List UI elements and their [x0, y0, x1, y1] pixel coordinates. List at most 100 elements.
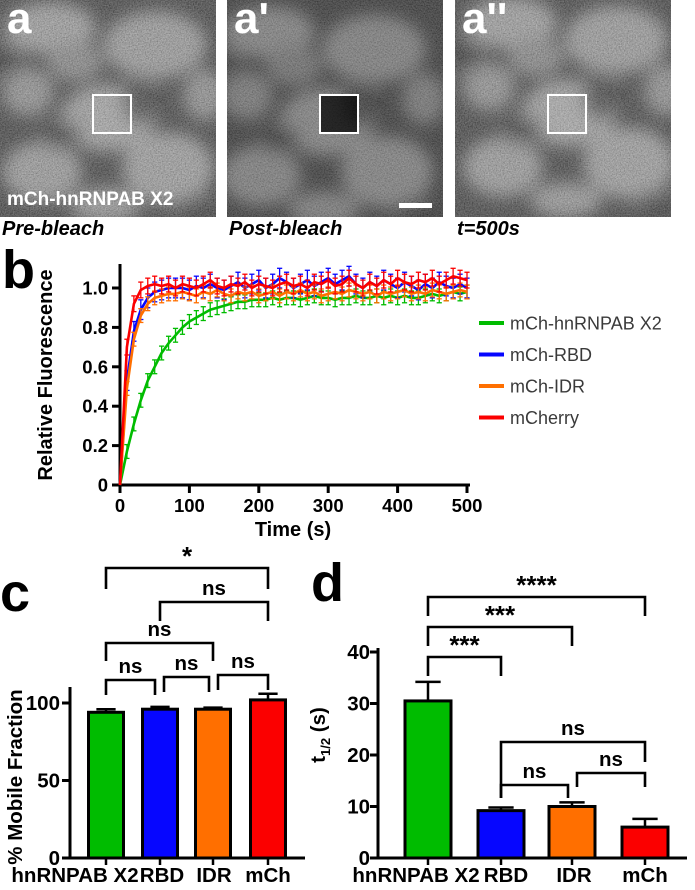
svg-text:200: 200 [243, 495, 274, 516]
bar-hnRNPAB X2 [403, 680, 453, 865]
sig-bracket-RBD-mCh: ns [158, 577, 270, 621]
category-label: RBD [140, 864, 184, 887]
svg-text:Relative Fluorescence: Relative Fluorescence [35, 269, 57, 480]
category-label: RBD [484, 864, 528, 887]
svg-text:mCh-IDR: mCh-IDR [510, 377, 585, 397]
svg-text:0.2: 0.2 [82, 435, 108, 456]
series-mCh-IDR [118, 282, 470, 486]
panel-letter-c: c [0, 563, 31, 623]
svg-text:0: 0 [115, 495, 125, 516]
sig-bracket-hnRNPAB X2-RBD: ns [104, 655, 157, 695]
roi-box [92, 94, 132, 134]
sig-bracket-hnRNPAB X2-IDR: *** [426, 600, 574, 646]
microscopy-image-prebleach [0, 0, 216, 217]
sig-label: ns [202, 577, 226, 600]
svg-text:Time (s): Time (s) [255, 519, 331, 541]
category-label: hnRNPAB X2 [352, 864, 479, 887]
sig-bracket-IDR-mCh: ns [575, 748, 647, 787]
y-axis-title: % Mobile Fraction [4, 689, 27, 864]
svg-text:10: 10 [347, 796, 370, 819]
sig-bracket-RBD-IDR: ns [162, 652, 211, 692]
sig-label: * [182, 545, 193, 571]
svg-text:400: 400 [382, 495, 413, 516]
svg-text:20: 20 [347, 744, 370, 767]
svg-text:mCh-hnRNPAB X2: mCh-hnRNPAB X2 [510, 314, 662, 334]
bar-RBD [141, 705, 179, 865]
roi-recovered-fill [548, 95, 586, 133]
y-axis-title: t1/2 (s) [307, 707, 333, 763]
panel-letter-a: a [7, 0, 32, 43]
panel-letter-b: b [2, 240, 35, 300]
legend-item-mCh-hnRNPAB X2: mCh-hnRNPAB X2 [479, 314, 662, 334]
sig-label: **** [516, 570, 557, 600]
roi-fill [93, 95, 131, 133]
svg-text:30: 30 [347, 693, 370, 716]
sig-label: ns [523, 760, 547, 783]
svg-text:mCh-RBD: mCh-RBD [510, 345, 592, 365]
sig-label: ns [561, 717, 585, 740]
caption-prebleach: Pre-bleach [2, 218, 105, 240]
axes [112, 264, 470, 493]
caption-postbleach: Post-bleach [229, 218, 343, 240]
bar-mCh [620, 817, 670, 865]
legend-item-mCh-IDR: mCh-IDR [479, 377, 585, 397]
sig-label: ns [599, 748, 623, 771]
panel-letter-a-doubleprime: a'' [462, 0, 508, 43]
category-label: mCh [245, 864, 291, 887]
svg-text:100: 100 [26, 692, 60, 715]
legend-item-mCh-RBD: mCh-RBD [479, 345, 592, 365]
bar-RBD [476, 806, 526, 865]
sig-bracket-hnRNPAB X2-mCh: **** [426, 570, 647, 616]
roi-bleached-fill [320, 95, 358, 133]
svg-text:100: 100 [174, 495, 205, 516]
sig-label: ns [119, 655, 143, 678]
sig-label: *** [449, 630, 480, 660]
microscopy-image-t500 [455, 0, 671, 217]
category-label: IDR [196, 864, 232, 887]
sig-bracket-hnRNPAB X2-mCh: * [104, 545, 270, 589]
bar-hnRNPAB X2 [87, 707, 125, 865]
svg-text:50: 50 [37, 770, 60, 793]
sig-bracket-hnRNPAB X2-RBD: *** [426, 630, 503, 676]
roi-box [319, 94, 359, 134]
svg-text:mCherry: mCherry [510, 408, 579, 428]
svg-text:0.8: 0.8 [82, 317, 108, 338]
svg-text:0.6: 0.6 [82, 356, 108, 377]
bar-mCh [249, 692, 287, 865]
micro-panel-t500: a'' [455, 0, 671, 217]
bar-IDR [547, 801, 597, 865]
sig-label: ns [231, 650, 255, 673]
micro-panel-postbleach: a' [227, 0, 443, 217]
caption-t500: t=500s [457, 218, 520, 240]
panel-letter-a-prime: a' [234, 0, 269, 43]
sig-bracket-RBD-IDR: ns [499, 760, 570, 798]
microscopy-image-postbleach [227, 0, 443, 217]
svg-text:40: 40 [347, 641, 370, 664]
series-mCherry [118, 267, 470, 486]
series-mCh-hnRNPAB X2 [118, 284, 470, 486]
svg-text:0: 0 [98, 475, 108, 496]
roi-box [547, 94, 587, 134]
sig-bracket-hnRNPAB X2-IDR: ns [104, 618, 215, 661]
frap-recovery-line-chart: 0 0.2 0.4 0.6 0.8 1.0 0 100 200 300 400 500 Time (s)… [35, 264, 662, 541]
svg-text:0: 0 [49, 847, 60, 870]
category-label: hnRNPAB X2 [11, 864, 138, 887]
panel-letter-d: d [311, 553, 344, 613]
sig-label: ns [148, 618, 172, 641]
svg-text:1.0: 1.0 [82, 278, 108, 299]
scale-bar [399, 203, 432, 208]
svg-text:300: 300 [313, 495, 344, 516]
sig-label: *** [485, 600, 516, 630]
svg-text:0.4: 0.4 [82, 396, 108, 417]
svg-text:0: 0 [359, 847, 370, 870]
category-label: mCh [622, 864, 668, 887]
sig-label: ns [175, 652, 199, 675]
bar-IDR [194, 706, 232, 865]
category-label: IDR [556, 864, 592, 887]
sig-bracket-IDR-mCh: ns [216, 650, 270, 690]
construct-label: mCh-hnRNPAB X2 [7, 189, 174, 210]
legend-item-mCherry: mCherry [479, 408, 579, 428]
